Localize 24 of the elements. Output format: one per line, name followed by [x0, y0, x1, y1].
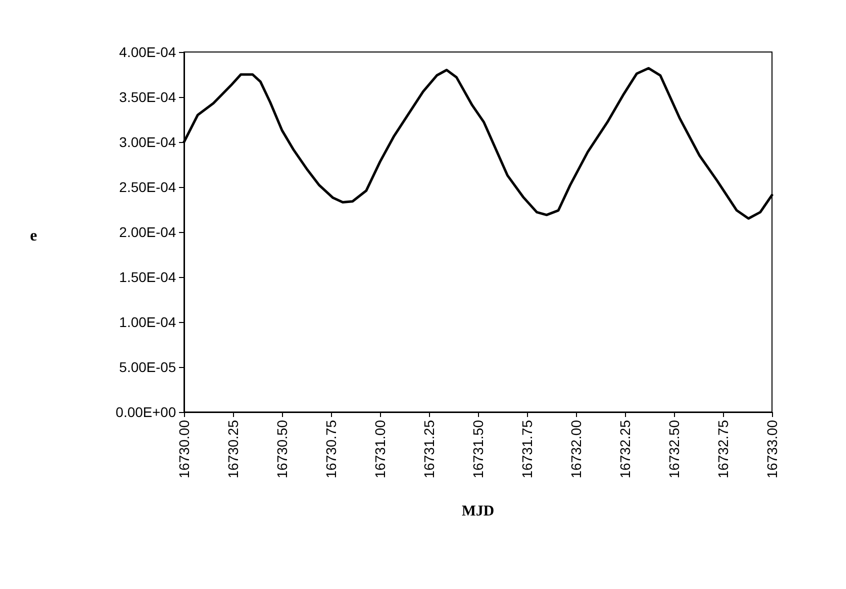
x-tick-label: 16730.00 [176, 420, 192, 478]
x-axis-title: MJD [462, 504, 494, 520]
x-tick-label: 16732.75 [715, 420, 731, 478]
y-tick-label: 3.00E-04 [119, 134, 176, 150]
x-tick-label: 16732.25 [617, 420, 633, 478]
y-tick-label: 5.00E-05 [119, 359, 176, 375]
x-tick-label: 16731.50 [470, 420, 486, 478]
x-tick-label: 16732.00 [568, 420, 584, 478]
x-tick-label: 16731.75 [519, 420, 535, 478]
y-axis-title: e [30, 228, 38, 244]
x-tick-label: 16730.25 [225, 420, 241, 478]
y-tick-label: 2.00E-04 [119, 224, 176, 240]
x-tick-label: 16732.50 [666, 420, 682, 478]
y-tick-label: 1.50E-04 [119, 269, 176, 285]
y-tick-label: 3.50E-04 [119, 89, 176, 105]
y-tick-label: 4.00E-04 [119, 44, 176, 60]
y-tick-label: 0.00E+00 [116, 404, 176, 420]
x-tick-label: 16730.50 [274, 420, 290, 478]
y-tick-label: 2.50E-04 [119, 179, 176, 195]
x-tick-label: 16731.25 [421, 420, 437, 478]
x-tick-label: 16731.00 [372, 420, 388, 478]
y-tick-label: 1.00E-04 [119, 314, 176, 330]
x-tick-label: 16733.00 [764, 420, 780, 478]
x-tick-label: 16730.75 [323, 420, 339, 478]
